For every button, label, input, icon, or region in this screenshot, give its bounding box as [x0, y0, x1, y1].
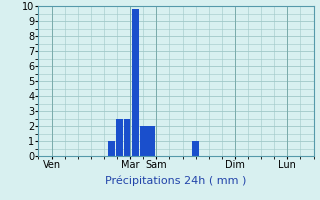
Bar	[148, 126, 155, 156]
Bar	[124, 118, 131, 156]
X-axis label: Précipitations 24h ( mm ): Précipitations 24h ( mm )	[105, 176, 247, 186]
Bar	[132, 9, 139, 156]
Bar	[108, 141, 116, 156]
Bar	[116, 118, 123, 156]
Bar	[192, 141, 199, 156]
Bar	[140, 126, 147, 156]
